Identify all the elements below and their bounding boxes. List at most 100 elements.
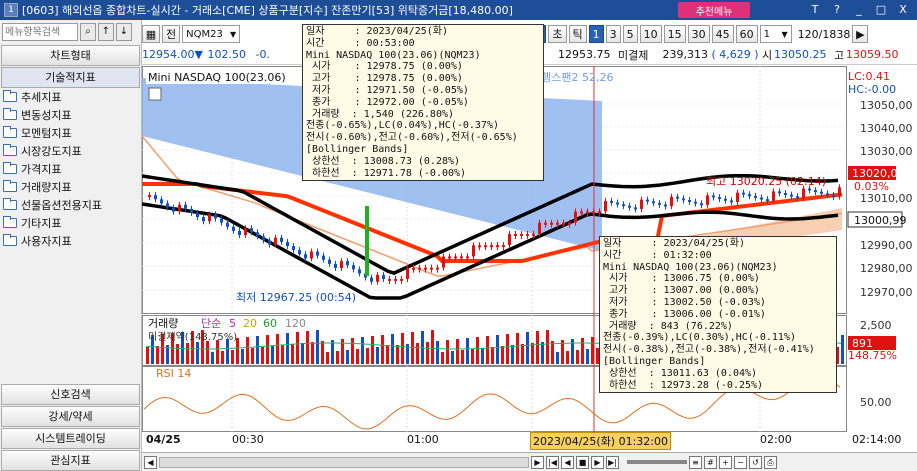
tooltip-line: 저가 : 13002.50 (-0.03%): [603, 296, 766, 308]
candle-body: [772, 191, 775, 201]
zoom-out-icon[interactable]: −: [734, 455, 747, 469]
recommend-menu-button[interactable]: 추천메뉴: [678, 2, 750, 18]
indicator-tree: 추세지표 변동성지표 모멘텀지표 시장강도지표 가격지표 거래량지표 선물옵션전…: [0, 88, 141, 250]
first-icon[interactable]: |◀: [546, 455, 559, 469]
tree-item[interactable]: 거래량지표: [3, 178, 141, 196]
candle-body: [178, 204, 181, 212]
tab-system-trading[interactable]: 시스템트레이딩: [1, 428, 140, 449]
candle-body: [796, 196, 799, 199]
candle-body: [208, 214, 211, 222]
candle-body: [268, 240, 271, 245]
tooltip-line: 거래량 : 843 (76.22%): [603, 320, 733, 332]
folder-icon: [3, 126, 17, 138]
candle-body: [154, 195, 157, 200]
candle-body: [250, 228, 253, 233]
search-icon[interactable]: ⌕: [80, 23, 96, 41]
folder-icon: [3, 234, 17, 246]
arrow-up-icon[interactable]: ↑: [98, 23, 114, 41]
candle-body: [682, 198, 685, 201]
zoom-slider[interactable]: [627, 460, 687, 464]
print-icon[interactable]: ⎙: [764, 455, 777, 469]
chevron-down-icon: ▼: [229, 29, 237, 39]
interval-button[interactable]: 10: [639, 25, 662, 43]
volume-bar: [241, 349, 244, 364]
tree-item[interactable]: 선물옵션전용지표: [3, 196, 141, 214]
candle-body: [598, 211, 601, 214]
scroll-left-icon[interactable]: ◀: [144, 455, 157, 469]
volume-bar: [276, 334, 279, 364]
volume-bar: [496, 335, 499, 364]
stop-icon[interactable]: ■: [576, 455, 589, 469]
candle-body: [580, 211, 583, 214]
chart-settings-icon[interactable]: ▦: [142, 25, 160, 43]
tooltip-candle-0053: 일자 : 2023/04/25(화) 시간 : 00:53:00 Mini NASD…: [302, 24, 544, 182]
reset-icon[interactable]: ↺: [749, 455, 762, 469]
interval-button[interactable]: 1: [588, 25, 604, 43]
volume-bar: [161, 334, 164, 364]
tree-item[interactable]: 시장강도지표: [3, 142, 141, 160]
tab-strength[interactable]: 강세/약세: [1, 406, 140, 427]
play-icon[interactable]: ▶: [591, 455, 604, 469]
maximize-icon[interactable]: □: [875, 3, 887, 16]
close-icon[interactable]: X: [899, 3, 907, 16]
help-icon[interactable]: ?: [834, 3, 840, 16]
scrollbar-track[interactable]: [159, 456, 529, 468]
minimize-icon[interactable]: _: [856, 3, 862, 16]
tree-item[interactable]: 사용자지표: [3, 232, 141, 250]
ichimoku-span-line: [141, 135, 843, 277]
volume-pct-tag: 148.75%: [848, 349, 897, 362]
folder-icon: [3, 90, 17, 102]
rsi-line: [143, 373, 841, 430]
tree-item[interactable]: 추세지표: [3, 88, 141, 106]
candle-body: [616, 202, 619, 205]
table-icon[interactable]: [148, 87, 162, 101]
symbol-select[interactable]: NQM23 ▼: [182, 25, 241, 43]
candle-body: [214, 214, 217, 219]
tree-item[interactable]: 가격지표: [3, 160, 141, 178]
volume-bar: [286, 333, 289, 364]
period-second-button[interactable]: 초: [548, 25, 567, 43]
tab-favorite-indicators[interactable]: 관심지표: [1, 450, 140, 471]
all-button[interactable]: 전: [162, 25, 181, 43]
volume-title: 거래량: [148, 317, 178, 330]
next-icon[interactable]: ▶: [852, 25, 869, 43]
interval-button[interactable]: 30: [687, 25, 710, 43]
volume-bar: [256, 336, 259, 364]
tree-item[interactable]: 기타지표: [3, 214, 141, 232]
interval-button[interactable]: 5: [622, 25, 638, 43]
candle-body: [412, 267, 415, 270]
tab-technical-indicators[interactable]: 기술적지표: [1, 67, 140, 88]
chart-type-icon[interactable]: ≡: [689, 455, 702, 469]
scroll-right-icon[interactable]: ▶: [531, 455, 544, 469]
zoom-in-icon[interactable]: +: [719, 455, 732, 469]
grid-icon[interactable]: #: [704, 455, 717, 469]
price-tick: 12980,00: [860, 262, 913, 275]
last-icon[interactable]: ▶|: [606, 455, 619, 469]
text-icon[interactable]: T: [811, 3, 819, 16]
volume-bar: [441, 352, 444, 364]
count-select[interactable]: 1 ▼: [759, 25, 792, 43]
menu-search-input[interactable]: [2, 23, 78, 41]
tooltip-line: 거래량 : 1,540 (226.80%): [306, 108, 455, 120]
chart-area[interactable]: Mini NASDAQ 100(23.06) 선행스팬2 52,26 최고 13…: [141, 24, 917, 471]
interval-button[interactable]: 15: [663, 25, 686, 43]
arrow-down-icon[interactable]: ↓: [116, 23, 132, 41]
volume-bar: [511, 345, 514, 364]
candle-body: [724, 198, 727, 201]
interval-button[interactable]: 60: [735, 25, 758, 43]
candle-body: [814, 190, 817, 193]
candle-body: [382, 274, 385, 279]
tab-chart-type[interactable]: 차트형태: [1, 45, 140, 66]
tree-item[interactable]: 변동성지표: [3, 106, 141, 124]
tree-item[interactable]: 모멘텀지표: [3, 124, 141, 142]
candle-body: [274, 237, 277, 245]
play-back-icon[interactable]: ◀: [561, 455, 574, 469]
tab-signal-search[interactable]: 신호검색: [1, 384, 140, 405]
interval-button[interactable]: 45: [711, 25, 734, 43]
volume-bar: [246, 337, 249, 364]
period-tick-button[interactable]: 틱: [568, 25, 587, 43]
candle-body: [556, 222, 559, 225]
candle-body: [484, 245, 487, 248]
interval-button[interactable]: 3: [605, 25, 621, 43]
candle-body: [226, 222, 229, 227]
